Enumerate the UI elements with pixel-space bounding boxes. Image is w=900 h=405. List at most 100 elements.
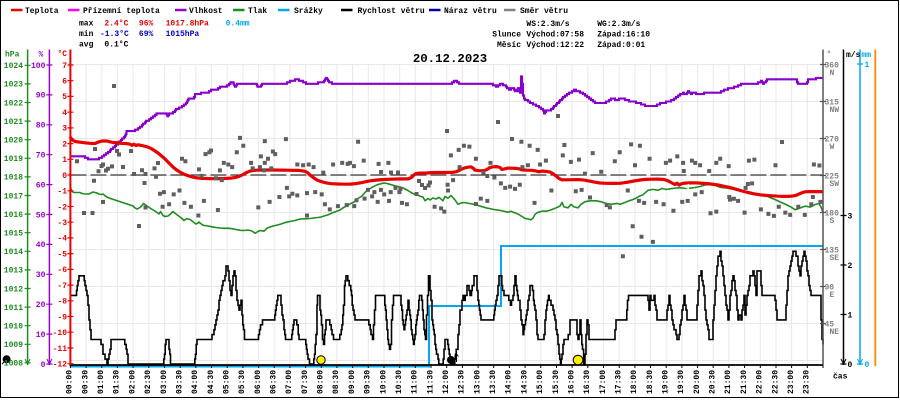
- svg-text:23:00: 23:00: [787, 370, 796, 394]
- svg-text:-3: -3: [57, 219, 67, 228]
- svg-text:09:30: 09:30: [364, 370, 373, 394]
- svg-text:1012: 1012: [4, 285, 23, 294]
- svg-text:14:30: 14:30: [520, 370, 529, 394]
- svg-text:NW: NW: [830, 106, 840, 115]
- svg-text:min: min: [79, 30, 94, 39]
- svg-text:E: E: [830, 291, 835, 300]
- svg-text:%: %: [39, 51, 44, 60]
- svg-text:03:00: 03:00: [160, 370, 169, 394]
- svg-text:01:30: 01:30: [113, 370, 122, 394]
- svg-text:Směr větru: Směr větru: [520, 7, 568, 16]
- svg-text:07:00: 07:00: [285, 370, 294, 394]
- svg-text:1011: 1011: [4, 304, 23, 313]
- svg-text:90: 90: [36, 92, 46, 101]
- svg-text:06:00: 06:00: [254, 370, 263, 394]
- svg-text:1016: 1016: [4, 211, 23, 220]
- svg-text:max: max: [79, 20, 94, 29]
- svg-text:-8: -8: [57, 298, 67, 307]
- svg-text:05:00: 05:00: [223, 370, 232, 394]
- svg-text:5: 5: [62, 93, 67, 102]
- svg-text:10:30: 10:30: [395, 370, 404, 394]
- svg-text:40: 40: [36, 241, 46, 250]
- svg-text:11:30: 11:30: [426, 370, 435, 394]
- svg-text:20: 20: [36, 301, 46, 310]
- svg-text:16:30: 16:30: [583, 370, 592, 394]
- svg-text:10: 10: [36, 331, 46, 340]
- svg-text:17:00: 17:00: [599, 370, 608, 394]
- svg-text:17:30: 17:30: [615, 370, 624, 394]
- svg-text:1008: 1008: [4, 360, 23, 369]
- svg-text:50: 50: [36, 211, 46, 220]
- svg-text:05:30: 05:30: [238, 370, 247, 394]
- svg-text:225: 225: [825, 172, 840, 181]
- svg-text:S: S: [830, 217, 835, 226]
- svg-text:1010: 1010: [4, 323, 23, 332]
- svg-text:0.1°C: 0.1°C: [104, 41, 128, 50]
- svg-text:18:00: 18:00: [630, 370, 639, 394]
- svg-text:16:00: 16:00: [567, 370, 576, 394]
- svg-text:Srážky: Srážky: [294, 7, 323, 16]
- svg-text:Západ:0:01: Západ:0:01: [597, 41, 645, 50]
- svg-text:2: 2: [62, 140, 67, 149]
- svg-text:Náraz větru: Náraz větru: [444, 7, 497, 16]
- svg-text:N: N: [830, 69, 835, 78]
- svg-text:0.4mm: 0.4mm: [226, 20, 250, 29]
- svg-text:315: 315: [825, 98, 840, 107]
- svg-text:3: 3: [848, 212, 853, 221]
- svg-text:21:00: 21:00: [724, 370, 733, 394]
- svg-text:15:30: 15:30: [552, 370, 561, 394]
- svg-text:03:30: 03:30: [176, 370, 185, 394]
- svg-text:100: 100: [31, 62, 46, 71]
- svg-text:360: 360: [825, 61, 840, 70]
- svg-text:-5: -5: [57, 250, 67, 259]
- svg-text:270: 270: [825, 135, 840, 144]
- svg-text:1022: 1022: [4, 99, 23, 108]
- svg-text:Teplota: Teplota: [25, 7, 59, 16]
- svg-text:2: 2: [848, 262, 853, 271]
- svg-text:1009: 1009: [4, 341, 23, 350]
- svg-text:20.12.2023: 20.12.2023: [413, 52, 487, 66]
- svg-text:Přízemní teplota: Přízemní teplota: [83, 7, 160, 16]
- svg-text:-11: -11: [53, 345, 68, 354]
- svg-text:6: 6: [62, 78, 67, 87]
- svg-text:1023: 1023: [4, 81, 23, 90]
- svg-text:09:00: 09:00: [348, 370, 357, 394]
- svg-text:30: 30: [36, 271, 46, 280]
- svg-text:čas: čas: [833, 373, 848, 382]
- svg-text:2.4°C: 2.4°C: [104, 20, 128, 29]
- svg-text:18:30: 18:30: [646, 370, 655, 394]
- svg-text:3: 3: [62, 125, 67, 134]
- svg-text:4: 4: [62, 109, 67, 118]
- svg-text:00:00: 00:00: [66, 370, 75, 394]
- svg-text:21:30: 21:30: [740, 370, 749, 394]
- svg-text:1: 1: [62, 156, 67, 165]
- svg-text:W: W: [830, 143, 835, 152]
- svg-text:SW: SW: [830, 180, 840, 189]
- svg-text:1: 1: [848, 311, 853, 320]
- svg-text:08:30: 08:30: [332, 370, 341, 394]
- svg-text:14:00: 14:00: [505, 370, 514, 394]
- svg-text:19:00: 19:00: [662, 370, 671, 394]
- svg-text:13:00: 13:00: [473, 370, 482, 394]
- svg-text:04:30: 04:30: [207, 370, 216, 394]
- svg-text:70: 70: [36, 152, 46, 161]
- svg-text:hPa: hPa: [5, 51, 20, 60]
- svg-text:80: 80: [36, 122, 46, 131]
- svg-text:07:30: 07:30: [301, 370, 310, 394]
- svg-text:1024: 1024: [4, 62, 23, 71]
- svg-text:7: 7: [62, 62, 67, 71]
- svg-text:11:00: 11:00: [411, 370, 420, 394]
- svg-text:22:30: 22:30: [771, 370, 780, 394]
- svg-text:1017.8hPa: 1017.8hPa: [166, 20, 209, 29]
- svg-text:m/s: m/s: [846, 51, 861, 60]
- svg-text:-7: -7: [57, 282, 67, 291]
- svg-text:0: 0: [848, 361, 853, 370]
- svg-text:15:00: 15:00: [536, 370, 545, 394]
- svg-text:-4: -4: [57, 235, 67, 244]
- svg-text:°C: °C: [58, 50, 68, 59]
- svg-text:SE: SE: [830, 254, 840, 263]
- svg-text:23:30: 23:30: [803, 370, 812, 394]
- svg-text:45: 45: [825, 320, 835, 329]
- svg-text:00:30: 00:30: [81, 370, 90, 394]
- svg-text:-9: -9: [57, 313, 67, 322]
